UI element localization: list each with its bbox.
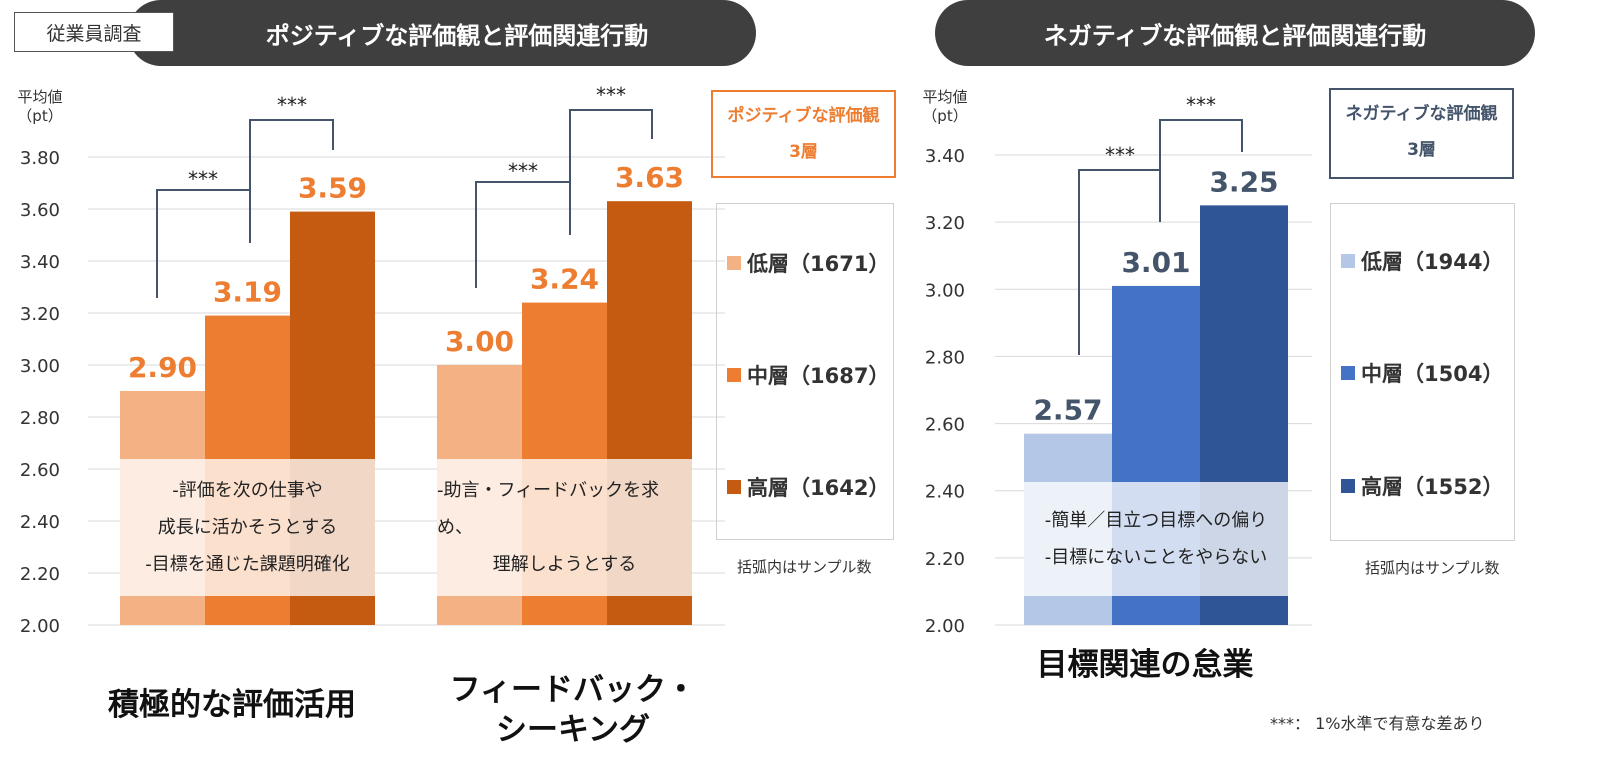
legend-note: 括弧内はサンプル数 bbox=[737, 558, 872, 576]
legend-swatch bbox=[1341, 366, 1355, 380]
y-tick-label: 2.20 bbox=[925, 549, 965, 570]
category-label-line: シーキング bbox=[495, 712, 651, 748]
y-tick-label: 3.40 bbox=[20, 252, 60, 273]
y-tick-label: 3.00 bbox=[925, 280, 965, 301]
legend: 低層（1671） 中層（1687） 高層（1642） bbox=[716, 203, 894, 540]
significance-marker: *** bbox=[1186, 93, 1216, 117]
significance-note: ***： 1%水準で有意な差あり bbox=[1270, 714, 1485, 733]
legend-label: 高層（1642） bbox=[747, 476, 890, 500]
legend-swatch bbox=[727, 480, 741, 494]
legend-item: 低層（1944） bbox=[1341, 246, 1503, 276]
left-section-title: ポジティブな評価観と評価関連行動 bbox=[128, 0, 756, 66]
legend: 低層（1944） 中層（1504） 高層（1552） bbox=[1330, 203, 1515, 541]
y-axis-label: （pt） bbox=[922, 107, 967, 125]
overlay-line: -評価を次の仕事や bbox=[172, 480, 323, 501]
significance-bracket bbox=[475, 181, 571, 288]
legend-swatch bbox=[727, 256, 741, 270]
y-axis-label: 平均値 bbox=[922, 88, 967, 106]
category-label: 目標関連の怠業 bbox=[965, 645, 1325, 685]
legend-label: 高層（1552） bbox=[1361, 475, 1504, 499]
legend-label: 低層（1944） bbox=[1361, 250, 1504, 274]
legend-item: 低層（1671） bbox=[727, 248, 889, 278]
overlay-line: -簡単／目立つ目標への偏り bbox=[1044, 510, 1268, 531]
legend-item: 中層（1687） bbox=[727, 360, 889, 390]
overlay-line: 理解しようとする bbox=[492, 554, 637, 575]
overlay-line: -助言・フィードバックを求め、 bbox=[437, 480, 660, 538]
significance-bracket bbox=[569, 109, 653, 182]
legend-label: 低層（1671） bbox=[747, 252, 890, 276]
legend-item: 高層（1552） bbox=[1341, 471, 1503, 501]
data-label: 3.24 bbox=[530, 263, 599, 296]
significance-marker: *** bbox=[1105, 143, 1135, 167]
y-tick-label: 3.60 bbox=[20, 200, 60, 221]
y-axis-label: （pt） bbox=[17, 107, 62, 125]
overlay-line: 成長に活かそうとする bbox=[157, 517, 338, 538]
bar-overlay-note: -助言・フィードバックを求め、理解しようとする bbox=[437, 459, 692, 596]
significance-bracket bbox=[1159, 119, 1243, 222]
y-tick-label: 2.00 bbox=[20, 616, 60, 637]
significance-marker: *** bbox=[188, 167, 218, 191]
bar-overlay-note: -評価を次の仕事や 成長に活かそうとする -目標を通じた課題明確化 bbox=[120, 459, 375, 596]
legend-swatch bbox=[727, 368, 741, 382]
data-label: 3.00 bbox=[445, 325, 514, 358]
y-axis-label: 平均値 bbox=[17, 88, 62, 106]
data-label: 3.19 bbox=[213, 276, 282, 309]
y-tick-label: 2.60 bbox=[925, 415, 965, 436]
y-tick-label: 2.00 bbox=[925, 616, 965, 637]
survey-tag: 従業員調査 bbox=[14, 12, 174, 52]
legend-title: ポジティブな評価観 3層 bbox=[711, 90, 896, 178]
y-tick-label: 2.20 bbox=[20, 564, 60, 585]
significance-marker: *** bbox=[596, 83, 626, 107]
data-label: 2.90 bbox=[128, 351, 197, 384]
data-label: 3.59 bbox=[298, 172, 367, 205]
legend-title-line: 3層 bbox=[1407, 140, 1436, 160]
right-section-title: ネガティブな評価観と評価関連行動 bbox=[935, 0, 1535, 66]
legend-label: 中層（1504） bbox=[1361, 362, 1504, 386]
y-tick-label: 3.80 bbox=[20, 148, 60, 169]
category-label: フィードバック・ シーキング bbox=[393, 670, 753, 750]
legend-title: ネガティブな評価観 3層 bbox=[1329, 88, 1514, 179]
y-tick-label: 2.80 bbox=[925, 347, 965, 368]
legend-swatch bbox=[1341, 254, 1355, 268]
y-tick-label: 2.60 bbox=[20, 460, 60, 481]
category-label-line: 積極的な評価活用 bbox=[108, 687, 356, 723]
data-label: 3.25 bbox=[1209, 165, 1278, 198]
legend-swatch bbox=[1341, 479, 1355, 493]
legend-title-line: ネガティブな評価観 bbox=[1345, 104, 1498, 124]
legend-item: 高層（1642） bbox=[727, 472, 889, 502]
overlay-line: -目標にないことをやらない bbox=[1044, 547, 1268, 568]
y-tick-label: 2.40 bbox=[20, 512, 60, 533]
category-label-line: 目標関連の怠業 bbox=[1036, 647, 1254, 683]
legend-note: 括弧内はサンプル数 bbox=[1365, 559, 1500, 577]
data-label: 2.57 bbox=[1033, 394, 1102, 427]
significance-bracket bbox=[249, 119, 334, 190]
y-tick-label: 2.40 bbox=[925, 482, 965, 503]
data-label: 3.63 bbox=[615, 161, 684, 194]
y-tick-label: 3.20 bbox=[20, 304, 60, 325]
significance-marker: *** bbox=[508, 159, 538, 183]
data-label: 3.01 bbox=[1121, 246, 1190, 279]
significance-marker: *** bbox=[277, 93, 307, 117]
overlay-line: -目標を通じた課題明確化 bbox=[145, 554, 350, 575]
y-tick-label: 3.40 bbox=[925, 146, 965, 167]
significance-bracket bbox=[156, 189, 251, 298]
y-tick-label: 3.00 bbox=[20, 356, 60, 377]
category-label: 積極的な評価活用 bbox=[52, 685, 412, 725]
legend-title-line: 3層 bbox=[789, 142, 818, 162]
category-label-line: フィードバック・ bbox=[449, 672, 697, 708]
y-tick-label: 3.20 bbox=[925, 213, 965, 234]
bar-overlay-note: -簡単／目立つ目標への偏り -目標にないことをやらない bbox=[1024, 482, 1288, 596]
legend-title-line: ポジティブな評価観 bbox=[727, 106, 880, 126]
legend-item: 中層（1504） bbox=[1341, 358, 1503, 388]
legend-label: 中層（1687） bbox=[747, 364, 890, 388]
y-tick-label: 2.80 bbox=[20, 408, 60, 429]
